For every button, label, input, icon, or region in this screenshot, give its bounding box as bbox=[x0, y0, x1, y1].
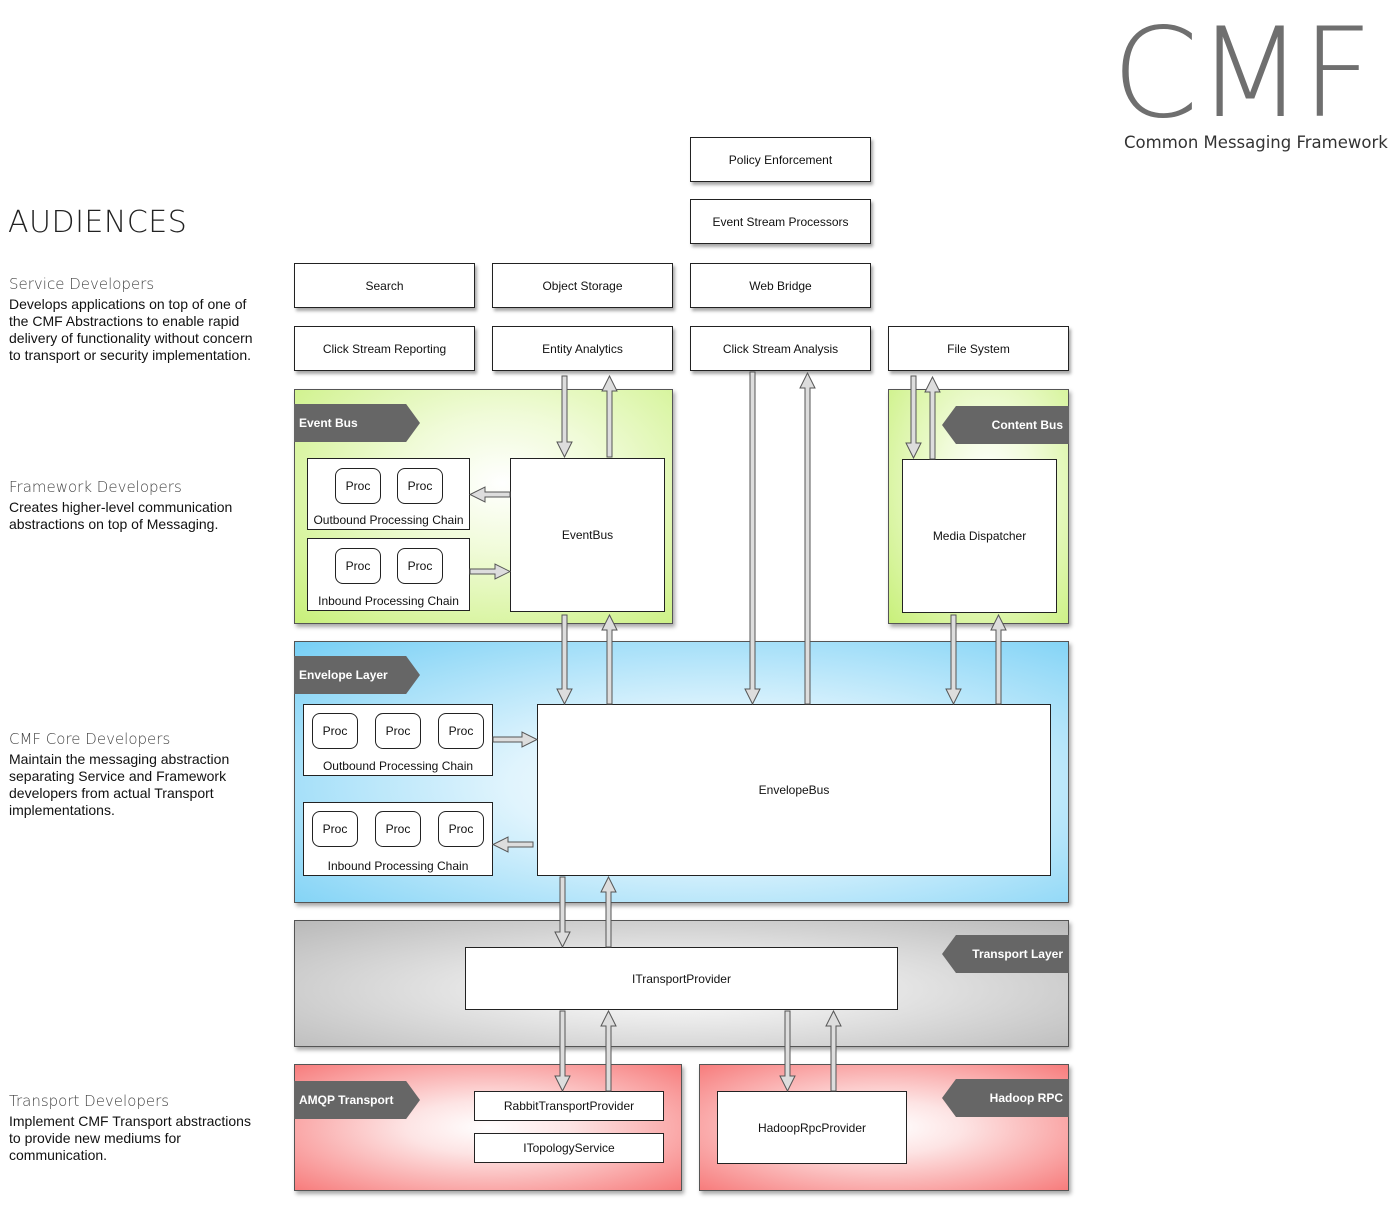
audience-framework-developers: Framework Developers bbox=[9, 478, 182, 496]
audience-service-developers: Service Developers bbox=[9, 275, 155, 293]
event-outbound-chain: Proc Proc Outbound Processing Chain bbox=[307, 458, 470, 530]
proc-box: Proc bbox=[375, 811, 421, 847]
event-stream-processors-box: Event Stream Processors bbox=[690, 199, 871, 244]
entity-analytics-box: Entity Analytics bbox=[492, 326, 673, 371]
envelope-outbound-chain: Proc Proc Proc Outbound Processing Chain bbox=[303, 704, 493, 776]
amqp-transport-tag: AMQP Transport bbox=[294, 1081, 420, 1119]
envelope-inbound-chain: Proc Proc Proc Inbound Processing Chain bbox=[303, 802, 493, 876]
proc-box: Proc bbox=[397, 548, 443, 584]
itransportprovider-box: ITransportProvider bbox=[465, 947, 898, 1010]
cmf-logo-subtitle: Common Messaging Framework bbox=[1124, 133, 1388, 152]
envelopebus-box: EnvelopeBus bbox=[537, 704, 1051, 876]
proc-box: Proc bbox=[312, 713, 358, 749]
audiences-title: AUDIENCES bbox=[8, 205, 188, 240]
audience-service-developers-desc: Develops applications on top of one of t… bbox=[9, 296, 253, 363]
proc-box: Proc bbox=[438, 713, 484, 749]
proc-box: Proc bbox=[312, 811, 358, 847]
object-storage-box: Object Storage bbox=[492, 263, 673, 308]
click-stream-reporting-box: Click Stream Reporting bbox=[294, 326, 475, 371]
proc-box: Proc bbox=[397, 468, 443, 504]
audience-transport-developers-desc: Implement CMF Transport abstractions to … bbox=[9, 1113, 251, 1163]
event-outbound-chain-label: Outbound Processing Chain bbox=[313, 513, 464, 527]
cmf-logo: CMF bbox=[1112, 2, 1373, 146]
proc-box: Proc bbox=[375, 713, 421, 749]
proc-box: Proc bbox=[335, 548, 381, 584]
hadoop-rpc-provider-box: HadoopRpcProvider bbox=[717, 1091, 907, 1164]
event-bus-tag: Event Bus bbox=[294, 404, 420, 442]
audience-core-developers-desc: Maintain the messaging abstraction separ… bbox=[9, 751, 230, 818]
media-dispatcher-box: Media Dispatcher bbox=[902, 459, 1057, 613]
web-bridge-box: Web Bridge bbox=[690, 263, 871, 308]
search-box: Search bbox=[294, 263, 475, 308]
event-inbound-chain-label: Inbound Processing Chain bbox=[318, 594, 459, 608]
rabbit-transport-provider-box: RabbitTransportProvider bbox=[474, 1091, 664, 1121]
policy-enforcement-box: Policy Enforcement bbox=[690, 137, 871, 182]
file-system-box: File System bbox=[888, 326, 1069, 371]
itopology-service-box: ITopologyService bbox=[474, 1133, 664, 1163]
transport-layer-tag: Transport Layer bbox=[942, 935, 1069, 973]
proc-box: Proc bbox=[438, 811, 484, 847]
hadoop-rpc-tag: Hadoop RPC bbox=[942, 1079, 1069, 1117]
event-inbound-chain: Proc Proc Inbound Processing Chain bbox=[307, 538, 470, 611]
audience-framework-developers-desc: Creates higher-level communication abstr… bbox=[9, 499, 233, 532]
envelope-outbound-chain-label: Outbound Processing Chain bbox=[322, 759, 474, 773]
envelope-layer-tag: Envelope Layer bbox=[294, 656, 420, 694]
audience-core-developers: CMF Core Developers bbox=[9, 730, 171, 748]
proc-box: Proc bbox=[335, 468, 381, 504]
click-stream-analysis-box: Click Stream Analysis bbox=[690, 326, 871, 371]
eventbus-box: EventBus bbox=[510, 458, 665, 612]
content-bus-tag: Content Bus bbox=[942, 406, 1069, 444]
audience-transport-developers: Transport Developers bbox=[9, 1092, 170, 1110]
envelope-inbound-chain-label: Inbound Processing Chain bbox=[327, 859, 469, 873]
